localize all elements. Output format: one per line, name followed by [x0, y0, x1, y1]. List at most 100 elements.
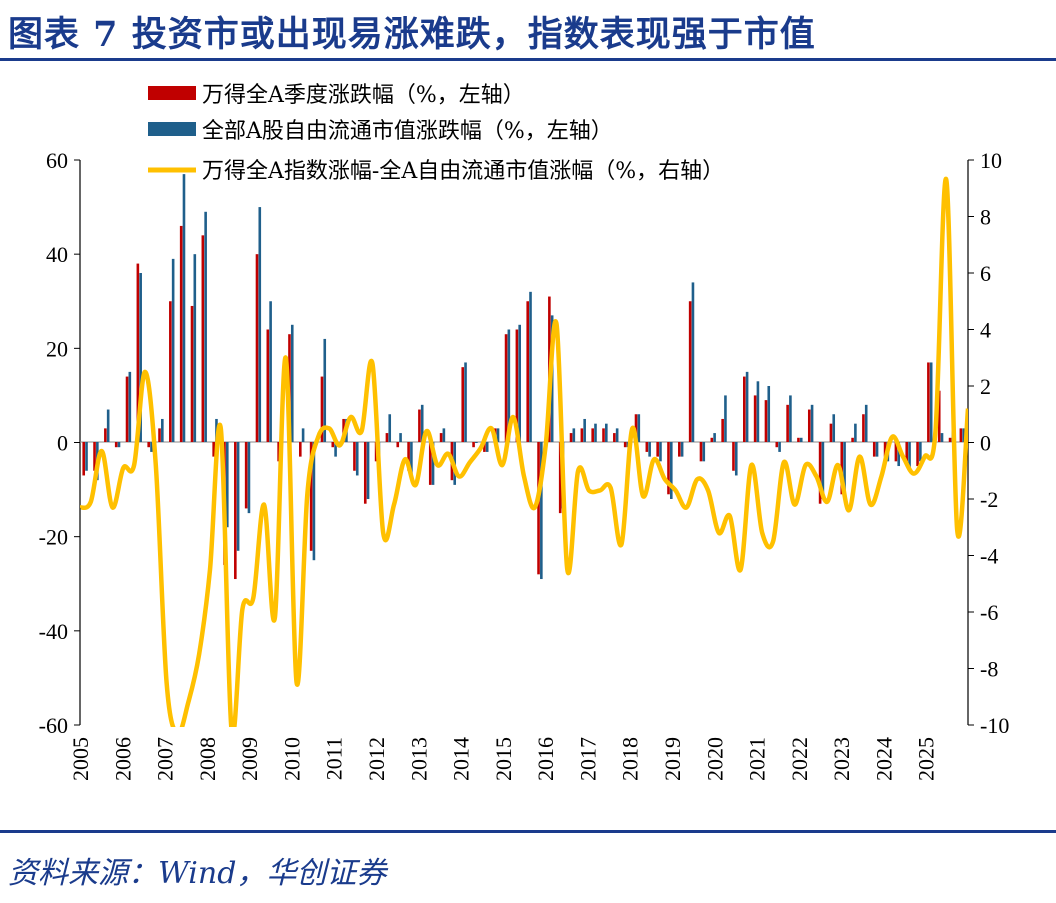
right-tick-label: -2 [980, 487, 998, 512]
x-tick-label: 2024 [871, 737, 896, 781]
bar-freefloat-quarter [908, 442, 911, 471]
bar-freefloat-quarter [897, 442, 901, 467]
bar-freefloat-quarter [919, 442, 922, 462]
right-tick-label: -4 [980, 544, 998, 569]
right-tick-label: 8 [980, 205, 991, 230]
bar-wande-quarter [190, 305, 194, 442]
bar-freefloat-quarter [225, 442, 229, 528]
bar-freefloat-quarter [117, 442, 121, 448]
bar-freefloat-quarter [442, 428, 446, 442]
x-tick-label: 2011 [322, 737, 347, 780]
bar-wande-quarter [558, 442, 562, 514]
bar-freefloat-quarter [312, 442, 316, 561]
bar-freefloat-quarter [875, 442, 879, 457]
bar-wande-quarter [93, 442, 96, 471]
bar-wande-quarter [147, 442, 150, 448]
x-tick-label: 2007 [153, 737, 178, 781]
bar-freefloat-quarter [366, 442, 370, 499]
footer-divider [0, 830, 1056, 833]
bar-wande-quarter [472, 442, 475, 448]
bar-freefloat-quarter [485, 442, 489, 452]
bar-wande-quarter [309, 442, 313, 551]
legend-swatch-bar [148, 122, 196, 136]
bar-freefloat-quarter [182, 174, 186, 442]
bar-wande-quarter [526, 301, 530, 442]
bar-series [82, 174, 965, 580]
bar-freefloat-quarter [507, 329, 511, 442]
bar-wande-quarter [179, 225, 183, 442]
bar-freefloat-quarter [85, 442, 88, 471]
bar-freefloat-quarter [843, 442, 846, 499]
left-tick-label: 40 [46, 242, 68, 267]
bar-wande-quarter [710, 437, 714, 442]
bar-freefloat-quarter [128, 371, 132, 442]
bar-wande-quarter [169, 301, 172, 442]
left-tick-label: -20 [39, 525, 68, 550]
right-tick-label: 2 [980, 374, 991, 399]
bar-freefloat-quarter [301, 428, 305, 442]
bar-freefloat-quarter [572, 428, 576, 442]
bar-freefloat-quarter [529, 291, 532, 442]
line-series [80, 177, 968, 727]
legend-swatch-bar [148, 86, 196, 100]
bar-wande-quarter [872, 442, 876, 457]
left-tick-label: 0 [57, 431, 68, 456]
bar-wande-quarter [678, 442, 681, 457]
bar-freefloat-quarter [236, 442, 240, 551]
bar-wande-quarter [807, 409, 811, 442]
bar-wande-quarter [363, 442, 367, 504]
bar-wande-quarter [786, 404, 789, 442]
bar-wande-quarter [623, 442, 627, 448]
bar-wande-quarter [82, 442, 86, 476]
bar-freefloat-quarter [821, 442, 825, 499]
x-tick-label: 2022 [787, 737, 812, 781]
bar-wande-quarter [851, 437, 854, 442]
bar-wande-quarter [212, 442, 215, 457]
x-tick-label: 2016 [533, 737, 558, 781]
left-tick-label: -60 [39, 713, 68, 738]
bar-wande-quarter [937, 390, 941, 442]
bar-freefloat-quarter [410, 442, 413, 481]
bar-wande-quarter [905, 442, 909, 462]
bar-freefloat-quarter [691, 282, 695, 442]
bar-wande-quarter [461, 367, 465, 442]
bar-freefloat-quarter [680, 442, 684, 457]
bar-freefloat-quarter [171, 258, 175, 442]
bar-wande-quarter [591, 428, 594, 442]
source-note: 资料来源：Wind，华创证券 [8, 856, 387, 891]
bar-wande-quarter [634, 414, 638, 442]
bar-freefloat-quarter [637, 414, 641, 442]
bar-wande-quarter [732, 442, 735, 471]
x-tick-label: 2012 [364, 737, 389, 781]
x-tick-label: 2021 [745, 737, 770, 781]
bar-wande-quarter [894, 442, 898, 462]
bar-wande-quarter [266, 329, 270, 442]
bar-freefloat-quarter [854, 423, 857, 442]
bar-freefloat-quarter [464, 362, 467, 442]
bar-wande-quarter [743, 376, 746, 442]
x-tick-label: 2014 [449, 737, 474, 781]
bar-freefloat-quarter [139, 273, 142, 442]
bar-wande-quarter [418, 409, 421, 442]
x-tick-label: 2020 [702, 737, 727, 781]
bar-freefloat-quarter [778, 442, 781, 452]
bar-freefloat-quarter [420, 404, 424, 442]
bar-freefloat-quarter [756, 381, 760, 442]
bar-wande-quarter [255, 254, 259, 442]
right-tick-label: 10 [980, 148, 1002, 173]
legend: 万得全A季度涨跌幅（%，左轴） 全部A股自由流通市值涨跌幅（%，左轴） 万得全A指数… [148, 83, 724, 184]
x-tick-label: 2023 [829, 737, 854, 781]
left-tick-label: 20 [46, 336, 68, 361]
bar-wande-quarter [916, 442, 919, 467]
bar-freefloat-quarter [355, 442, 359, 476]
bar-freefloat-quarter [648, 442, 651, 457]
bar-wande-quarter [537, 442, 540, 575]
bar-wande-quarter [883, 442, 887, 457]
legend-label: 全部A股自由流通市值涨跌幅（%，左轴） [202, 119, 613, 144]
bar-wande-quarter [428, 442, 432, 485]
x-tick-label: 2006 [110, 737, 135, 781]
bar-freefloat-quarter [323, 338, 327, 442]
bar-freefloat-quarter [258, 207, 262, 442]
bar-freefloat-quarter [496, 428, 500, 442]
bar-wande-quarter [515, 329, 519, 442]
